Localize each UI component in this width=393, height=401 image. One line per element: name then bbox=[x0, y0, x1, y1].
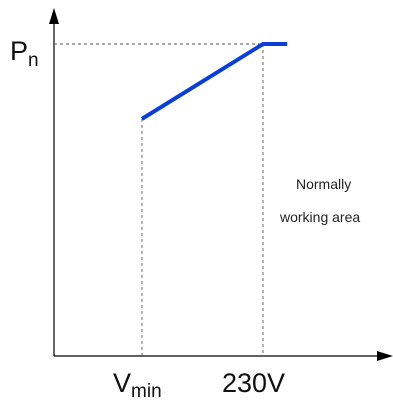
y-axis-label-main: P bbox=[10, 36, 28, 66]
v230-tick-label: 230V bbox=[222, 368, 285, 398]
x-axis-arrow bbox=[377, 351, 393, 361]
y-axis-arrow bbox=[49, 8, 59, 24]
annotation-line-1: Normally bbox=[296, 176, 351, 192]
vmin-tick-label: Vmin bbox=[113, 368, 162, 401]
vmin-tick-label-sub: min bbox=[131, 381, 162, 401]
vmin-tick-label-main: V bbox=[113, 368, 131, 398]
y-axis-label-sub: n bbox=[28, 50, 39, 71]
power-curve-line bbox=[140, 42, 288, 121]
annotation-line-2: working area bbox=[279, 209, 360, 225]
y-axis-label: Pn bbox=[10, 36, 39, 71]
